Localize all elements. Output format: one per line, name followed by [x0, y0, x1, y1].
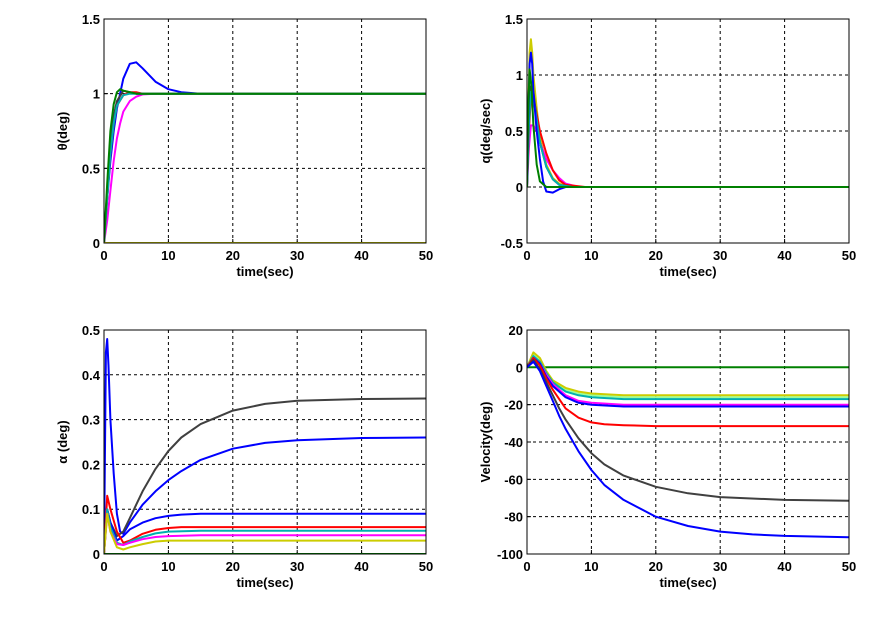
x-axis-label: time(sec) [236, 575, 293, 590]
x-tick-label: 40 [354, 248, 368, 263]
y-axis-label: q(deg/sec) [478, 98, 493, 163]
subplot-4: 0 10 20 30 40 50-100-80-60-40-20020time(sec)V… [478, 323, 856, 590]
x-tick-label: 10 [584, 559, 598, 574]
y-tick-label: 1.5 [82, 12, 100, 27]
y-tick-label: 0.3 [82, 413, 100, 428]
x-tick-label: 20 [226, 559, 240, 574]
x-tick-label: 30 [713, 248, 727, 263]
y-tick-label: 0.5 [505, 124, 523, 139]
series-line-7 [104, 512, 426, 554]
series-line-3 [527, 351, 849, 397]
x-tick-label: 30 [290, 248, 304, 263]
subplot-2: 0 10 20 30 40 50-0.500.511.5time(sec)q(deg/se… [478, 12, 856, 279]
subplot-1: 0 10 20 30 40 50 0 0.5 1 1.5 time(sec) θ(deg) [55, 12, 433, 279]
y-tick-label: 0 [93, 236, 100, 251]
y-tick-label: 20 [509, 323, 523, 338]
plot-area [104, 19, 426, 243]
x-axis-label: time(sec) [659, 575, 716, 590]
series-line-5 [527, 90, 849, 188]
x-tick-label: 40 [354, 559, 368, 574]
series-line-7 [527, 68, 849, 188]
x-tick-label: 0 [523, 559, 530, 574]
y-tick-label: 0 [93, 547, 100, 562]
series-line-2 [104, 397, 426, 554]
y-tick-label: 1 [93, 87, 100, 102]
series-line-7 [527, 357, 849, 428]
series-group [527, 38, 849, 194]
x-axis-label: time(sec) [236, 264, 293, 279]
y-tick-label: -100 [497, 547, 523, 562]
x-tick-label: 50 [419, 248, 433, 263]
x-tick-label: 50 [842, 248, 856, 263]
series-group [527, 351, 849, 539]
x-tick-label: 0 [100, 559, 107, 574]
y-axis-label: Velocity(deg) [478, 402, 493, 483]
x-tick-label: 40 [777, 248, 791, 263]
series-line-8 [527, 358, 849, 502]
series-group [104, 61, 426, 243]
y-tick-label: 0 [516, 180, 523, 195]
x-tick-label: 40 [777, 559, 791, 574]
series-line-6 [104, 88, 426, 243]
axes-frame [103, 329, 427, 555]
y-tick-label: -40 [504, 435, 523, 450]
y-tick-label: 1.5 [505, 12, 523, 27]
x-tick-label: 10 [161, 559, 175, 574]
y-tick-label: -80 [504, 510, 523, 525]
y-tick-label: 0.5 [82, 161, 100, 176]
x-tick-label: 20 [226, 248, 240, 263]
y-tick-label: 0 [516, 360, 523, 375]
y-axis-label: α (deg) [55, 420, 70, 463]
y-tick-label: 1 [516, 68, 523, 83]
axes-frame [526, 329, 850, 555]
x-axis-label: time(sec) [659, 264, 716, 279]
x-tick-label: 30 [713, 559, 727, 574]
x-tick-label: 10 [161, 248, 175, 263]
series-line-4 [527, 355, 849, 401]
x-tick-label: 0 [523, 248, 530, 263]
axes-frame [103, 18, 427, 244]
x-tick-label: 20 [649, 248, 663, 263]
y-tick-label: -60 [504, 472, 523, 487]
series-line-9 [527, 360, 849, 539]
x-tick-label: 50 [842, 559, 856, 574]
subplot-3: 0 10 20 30 40 50 0 0.1 0.2 0.3 0.4 0.5 time(sec) α (d… [55, 323, 433, 590]
series-line-4 [104, 494, 426, 554]
plot-area [527, 19, 849, 243]
x-tick-label: 50 [419, 559, 433, 574]
axes-frame [526, 18, 850, 244]
y-axis-label: θ(deg) [55, 112, 70, 151]
y-tick-label: -0.5 [501, 236, 523, 251]
y-tick-label: -20 [504, 398, 523, 413]
x-tick-label: 20 [649, 559, 663, 574]
y-tick-label: 0.1 [82, 502, 100, 517]
series-group [104, 338, 426, 554]
x-tick-label: 0 [100, 248, 107, 263]
series-line-1 [104, 338, 426, 554]
y-tick-label: 0.2 [82, 457, 100, 472]
x-tick-label: 30 [290, 559, 304, 574]
y-tick-label: 0.5 [82, 323, 100, 338]
x-tick-label: 10 [584, 248, 598, 263]
y-tick-label: 0.4 [82, 368, 101, 383]
